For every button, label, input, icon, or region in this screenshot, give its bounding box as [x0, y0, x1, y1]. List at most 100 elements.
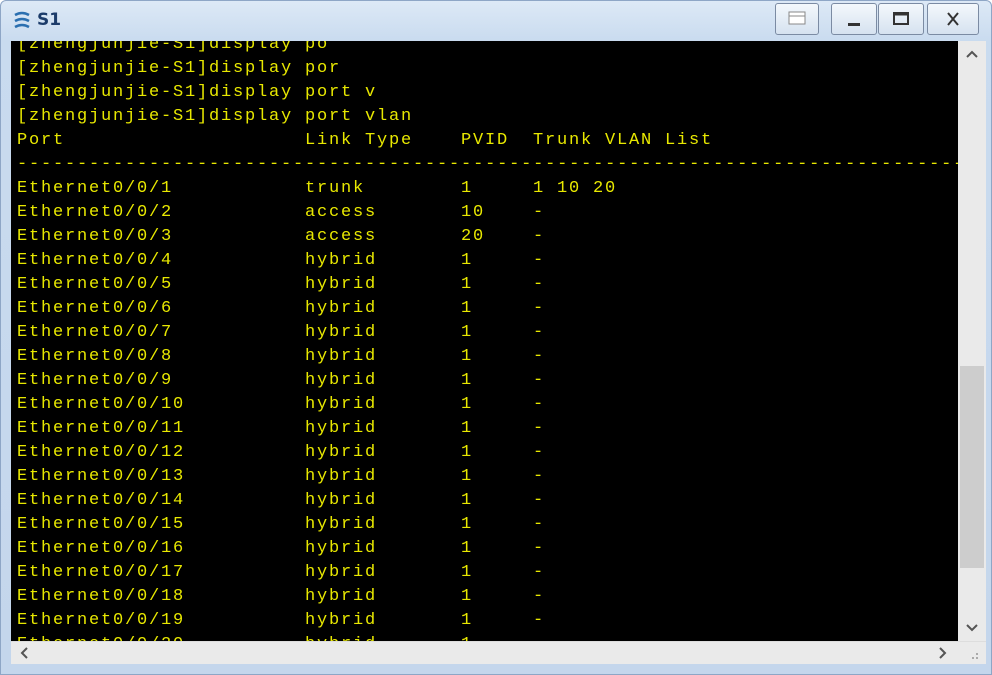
maximize-button[interactable] — [878, 3, 924, 35]
table-cell: - — [533, 275, 546, 294]
command-line: [zhengjunjie-S1]display port v — [17, 83, 378, 102]
table-cell: 1 10 20 — [533, 179, 618, 198]
command-line: [zhengjunjie-S1]display por — [17, 59, 342, 78]
minimize-button[interactable] — [831, 3, 877, 35]
table-cell: 1 — [461, 395, 474, 414]
table-cell: hybrid — [305, 515, 378, 534]
table-cell: access — [305, 203, 378, 222]
table-header: Trunk VLAN List — [533, 131, 714, 150]
horizontal-scrollbar[interactable] — [11, 641, 986, 664]
table-cell: - — [533, 323, 546, 342]
table-cell: 1 — [461, 587, 474, 606]
table-cell: hybrid — [305, 563, 378, 582]
table-cell: Ethernet0/0/6 — [17, 299, 174, 318]
table-cell: - — [533, 633, 545, 641]
table-cell: Ethernet0/0/17 — [17, 563, 186, 582]
table-cell: hybrid — [305, 491, 378, 510]
table-cell: Ethernet0/0/11 — [17, 419, 186, 438]
table-cell: 1 — [461, 515, 474, 534]
app-icon — [14, 11, 30, 29]
table-cell: 1 — [461, 539, 474, 558]
scrollbar-thumb[interactable] — [960, 366, 984, 568]
table-cell: 10 — [461, 203, 486, 222]
table-cell: Ethernet0/0/19 — [17, 611, 186, 630]
table-cell: - — [533, 515, 546, 534]
table-cell: 1 — [461, 371, 474, 390]
table-cell: Ethernet0/0/10 — [17, 395, 186, 414]
table-cell: hybrid — [305, 395, 378, 414]
table-cell: access — [305, 227, 378, 246]
table-header: PVID — [461, 131, 510, 150]
table-cell: Ethernet0/0/15 — [17, 515, 186, 534]
table-cell: Ethernet0/0/18 — [17, 587, 186, 606]
table-cell: 1 — [461, 611, 474, 630]
table-cell: hybrid — [305, 419, 378, 438]
table-cell: 1 — [461, 179, 474, 198]
table-cell: hybrid — [305, 299, 378, 318]
table-cell: 1 — [461, 323, 474, 342]
button-icon — [848, 23, 860, 26]
table-cell: 1 — [461, 467, 474, 486]
table-cell: - — [533, 395, 546, 414]
separator: ----------------------------------------… — [17, 155, 958, 174]
table-cell: hybrid — [305, 633, 377, 641]
table-header: Link Type — [305, 131, 414, 150]
table-cell: - — [533, 443, 546, 462]
table-cell: Ethernet0/0/5 — [17, 275, 174, 294]
scrollbar-arrows — [966, 50, 978, 632]
close-button[interactable] — [927, 3, 979, 35]
table-cell: hybrid — [305, 467, 378, 486]
scrollbar-arrows — [20, 647, 978, 659]
table-header: Port — [17, 131, 66, 150]
table-cell: trunk — [305, 179, 366, 198]
table-cell: 1 — [461, 443, 474, 462]
table-cell: 1 — [461, 563, 474, 582]
table-cell: - — [533, 563, 546, 582]
table-cell: 1 — [461, 275, 474, 294]
table-cell: - — [533, 371, 546, 390]
table-cell: - — [533, 227, 546, 246]
table-cell: hybrid — [305, 323, 378, 342]
vertical-scrollbar[interactable] — [958, 41, 986, 641]
button-icon — [893, 12, 909, 25]
table-cell: Ethernet0/0/12 — [17, 443, 186, 462]
table-cell: - — [533, 203, 546, 222]
table-cell: Ethernet0/0/13 — [17, 467, 186, 486]
table-cell: hybrid — [305, 587, 378, 606]
table-cell: - — [533, 587, 546, 606]
table-cell: - — [533, 491, 546, 510]
table-cell: Ethernet0/0/20 — [17, 633, 185, 641]
table-cell: - — [533, 347, 546, 366]
table-cell: - — [533, 251, 546, 270]
window-title: S1 — [37, 10, 62, 30]
table-cell: - — [533, 299, 546, 318]
table-cell: Ethernet0/0/8 — [17, 347, 174, 366]
table-cell: 20 — [461, 227, 486, 246]
command-line: [zhengjunjie-S1]display port vlan — [17, 107, 414, 126]
table-cell: hybrid — [305, 443, 378, 462]
table-cell: hybrid — [305, 611, 378, 630]
table-cell: 1 — [461, 633, 473, 641]
button-icon — [788, 11, 806, 25]
table-cell: Ethernet0/0/2 — [17, 203, 174, 222]
table-cell: 1 — [461, 347, 474, 366]
table-cell: - — [533, 467, 546, 486]
table-cell: Ethernet0/0/14 — [17, 491, 186, 510]
table-cell: hybrid — [305, 251, 378, 270]
table-cell: 1 — [461, 251, 474, 270]
table-cell: - — [533, 611, 546, 630]
table-cell: Ethernet0/0/4 — [17, 251, 174, 270]
table-cell: hybrid — [305, 275, 378, 294]
table-cell: hybrid — [305, 371, 378, 390]
table-cell: 1 — [461, 419, 474, 438]
restore-layout-button[interactable] — [775, 3, 819, 35]
table-cell: Ethernet0/0/7 — [17, 323, 174, 342]
table-cell: 1 — [461, 299, 474, 318]
table-cell: Ethernet0/0/16 — [17, 539, 186, 558]
terminal: [zhengjunjie-S1]display po [zhengjunjie-S… — [11, 41, 958, 641]
table-cell: Ethernet0/0/1 — [17, 179, 174, 198]
table-cell: - — [533, 419, 546, 438]
table-cell: Ethernet0/0/9 — [17, 371, 174, 390]
command-line: [zhengjunjie-S1]display po — [17, 41, 330, 54]
